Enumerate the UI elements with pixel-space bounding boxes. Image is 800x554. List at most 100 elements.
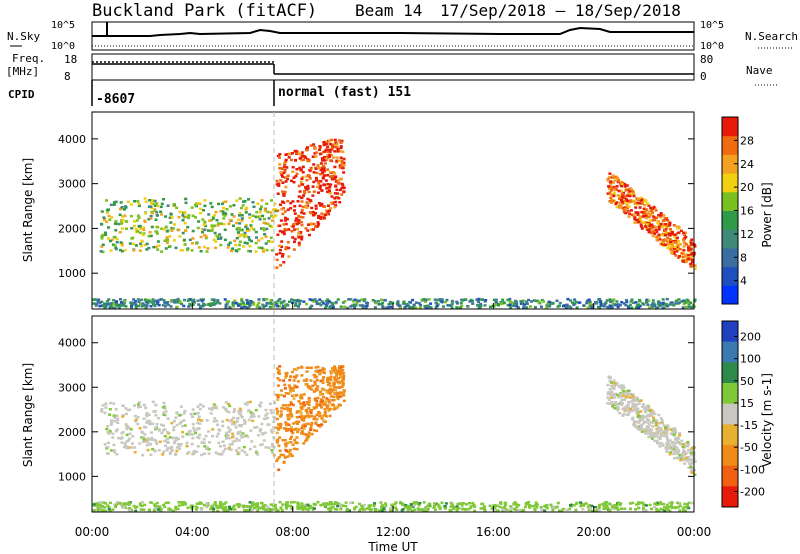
- heatmap-cell: [186, 506, 190, 509]
- heatmap-cell: [309, 199, 313, 202]
- heatmap-cell: [168, 245, 172, 248]
- heatmap-cell: [670, 501, 673, 504]
- heatmap-cell: [117, 222, 121, 226]
- heatmap-cell: [199, 508, 203, 511]
- heatmap-cell: [633, 217, 637, 221]
- heatmap-cell: [116, 417, 120, 421]
- heatmap-cell: [684, 253, 688, 256]
- heatmap-cell: [149, 453, 153, 457]
- heatmap-cell: [210, 505, 214, 508]
- heatmap-cell: [660, 243, 664, 246]
- heatmap-cell: [390, 503, 394, 507]
- heatmap-cell: [675, 299, 679, 302]
- heatmap-cell: [483, 304, 487, 307]
- heatmap-cell: [254, 230, 258, 234]
- heatmap-cell: [609, 384, 613, 387]
- heatmap-cell: [312, 390, 316, 393]
- heatmap-cell: [650, 437, 654, 440]
- heatmap-cell: [313, 147, 317, 150]
- heatmap-cell: [163, 407, 167, 410]
- heatmap-cell: [634, 301, 638, 304]
- heatmap-cell: [300, 507, 304, 510]
- heatmap-cell: [177, 504, 181, 507]
- heatmap-cell: [298, 302, 302, 306]
- heatmap-cell: [334, 185, 338, 188]
- heatmap-cell: [122, 302, 126, 305]
- heatmap-cell: [480, 502, 484, 506]
- heatmap-cell: [223, 228, 227, 231]
- heatmap-cell: [380, 509, 384, 513]
- heatmap-cell: [321, 176, 325, 179]
- heatmap-cell: [561, 507, 565, 511]
- heatmap-cell: [349, 305, 353, 308]
- heatmap-cell: [111, 508, 115, 511]
- heatmap-cell: [318, 302, 321, 305]
- heatmap-cell: [211, 225, 215, 229]
- heatmap-cell: [249, 415, 253, 419]
- heatmap-cell: [323, 412, 327, 415]
- heatmap-cell: [493, 504, 497, 507]
- heatmap-cell: [199, 298, 203, 301]
- heatmap-cell: [334, 200, 337, 204]
- heatmap-cell: [185, 215, 189, 219]
- heatmap-cell: [276, 457, 280, 461]
- heatmap-cell: [158, 505, 162, 508]
- heatmap-cell: [145, 421, 149, 424]
- heatmap-cell: [282, 232, 286, 236]
- heatmap-cell: [203, 234, 207, 237]
- heatmap-cell: [318, 148, 321, 151]
- heatmap-cell: [312, 222, 316, 226]
- colorbar-swatch: [722, 266, 738, 286]
- heatmap-cell: [261, 432, 265, 435]
- heatmap-cell: [329, 142, 333, 146]
- heatmap-cell: [307, 416, 311, 419]
- heatmap-cell: [335, 159, 339, 163]
- heatmap-cell: [621, 384, 625, 387]
- heatmap-cell: [120, 432, 124, 435]
- heatmap-cell: [691, 453, 695, 456]
- heatmap-cell: [322, 168, 326, 171]
- heatmap-cell: [631, 192, 635, 195]
- heatmap-cell: [617, 502, 621, 505]
- heatmap-cell: [305, 433, 309, 436]
- heatmap-cell: [609, 393, 613, 397]
- heatmap-cell: [237, 451, 241, 455]
- heatmap-cell: [254, 503, 258, 507]
- heatmap-cell: [325, 405, 329, 408]
- power-heatmap-cells: [92, 138, 697, 310]
- heatmap-cell: [661, 508, 665, 512]
- heatmap-cell: [303, 505, 307, 508]
- heatmap-cell: [171, 227, 175, 230]
- heatmap-cell: [107, 441, 110, 445]
- heatmap-cell: [598, 503, 602, 507]
- heatmap-cell: [293, 209, 296, 212]
- heatmap-cell: [166, 417, 170, 420]
- heatmap-cell: [444, 300, 447, 304]
- heatmap-cell: [623, 183, 627, 186]
- heatmap-cell: [141, 436, 145, 439]
- heatmap-cell: [683, 458, 687, 462]
- heatmap-cell: [276, 410, 279, 413]
- heatmap-cell: [320, 202, 324, 206]
- heatmap-cell: [298, 166, 302, 170]
- heatmap-cell: [515, 305, 519, 308]
- heatmap-cell: [657, 236, 661, 239]
- heatmap-cell: [229, 448, 233, 451]
- heatmap-cell: [684, 301, 688, 304]
- heatmap-cell: [657, 220, 660, 223]
- heatmap-cell: [132, 249, 136, 252]
- heatmap-cell: [329, 372, 333, 375]
- heatmap-cell: [595, 300, 599, 304]
- heatmap-cell: [159, 508, 163, 511]
- heatmap-cell: [468, 300, 472, 303]
- heatmap-cell: [248, 250, 252, 253]
- heatmap-cell: [198, 433, 202, 437]
- heatmap-cell: [655, 306, 659, 310]
- nsearch-tick-bottom: 10^0: [700, 41, 724, 52]
- heatmap-cell: [662, 219, 666, 222]
- heatmap-cell: [329, 159, 332, 162]
- heatmap-cell: [308, 306, 312, 309]
- heatmap-cell: [227, 446, 231, 450]
- heatmap-cell: [201, 231, 205, 234]
